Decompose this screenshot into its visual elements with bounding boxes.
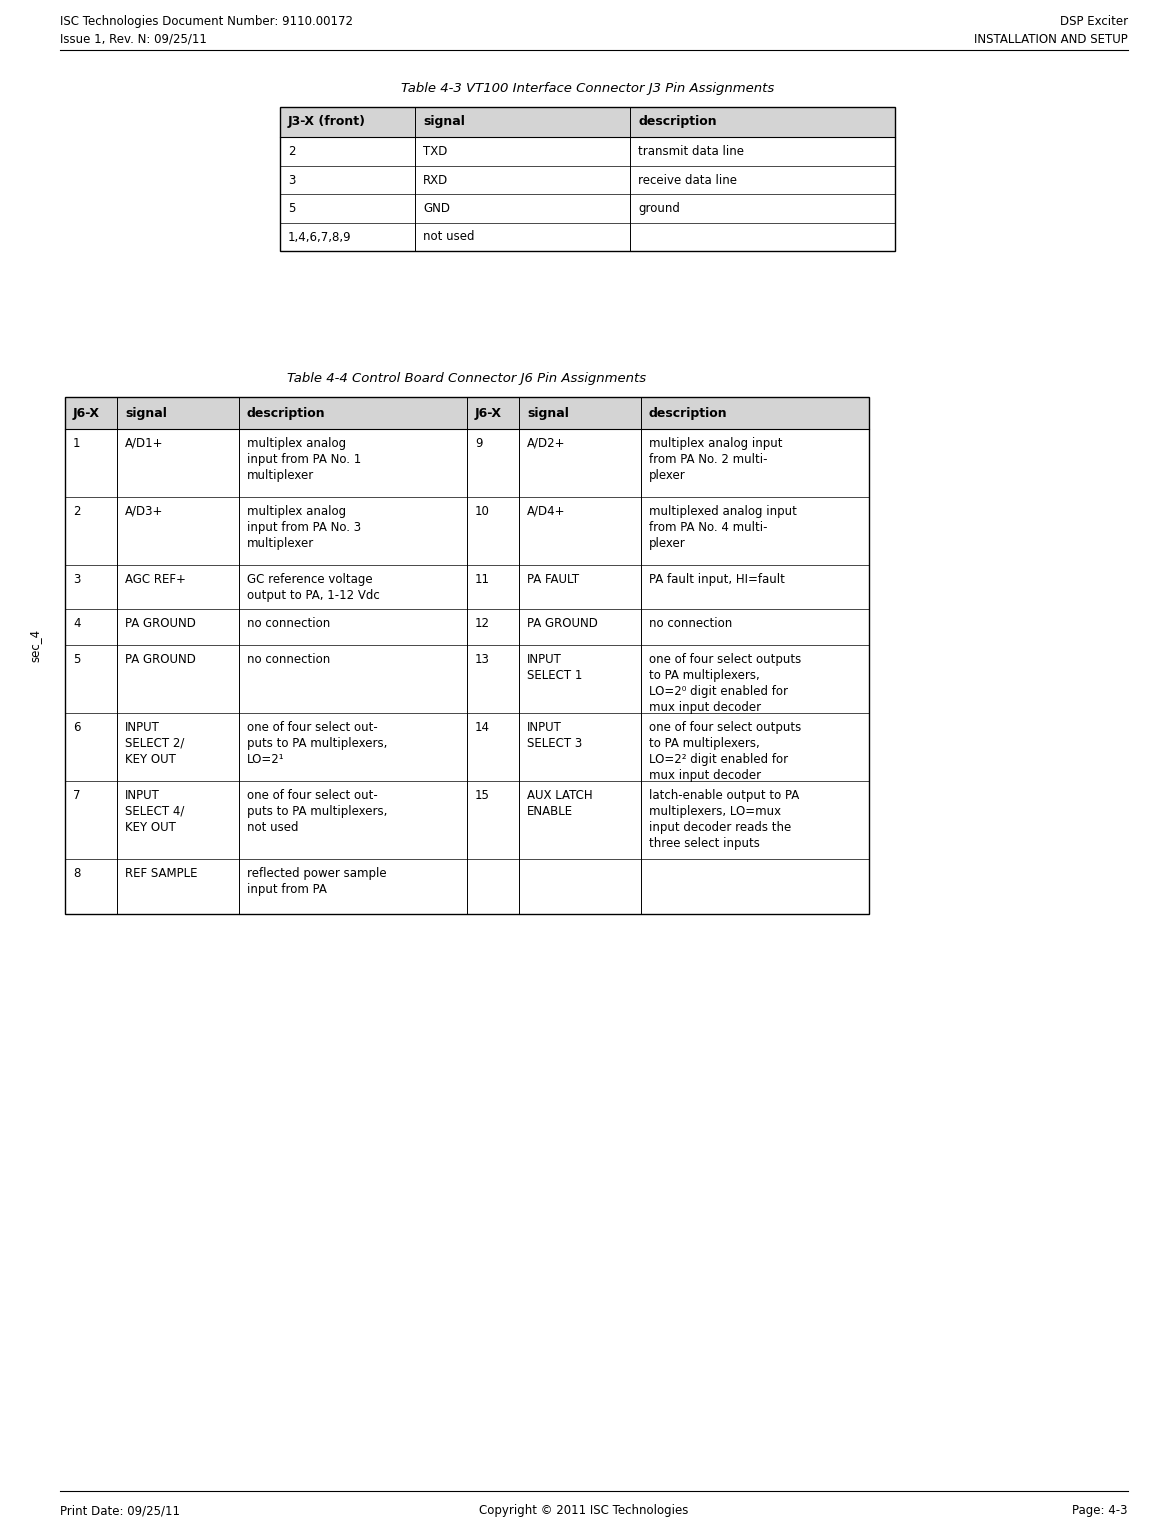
Text: signal: signal xyxy=(527,407,569,419)
Text: 4: 4 xyxy=(72,617,81,630)
Text: one of four select out-
puts to PA multiplexers,
not used: one of four select out- puts to PA multi… xyxy=(246,790,388,834)
Text: Print Date: 09/25/11: Print Date: 09/25/11 xyxy=(60,1504,180,1518)
Bar xyxy=(65,396,869,429)
Text: REF SAMPLE: REF SAMPLE xyxy=(125,866,197,880)
Bar xyxy=(280,108,895,250)
Text: J6-X: J6-X xyxy=(475,407,502,419)
Text: A/D2+: A/D2+ xyxy=(527,438,565,450)
Text: 5: 5 xyxy=(288,203,296,215)
Text: 10: 10 xyxy=(475,505,489,518)
Text: 3: 3 xyxy=(72,573,81,587)
Text: INPUT
SELECT 3: INPUT SELECT 3 xyxy=(527,720,583,750)
Text: INPUT
SELECT 1: INPUT SELECT 1 xyxy=(527,653,583,682)
Bar xyxy=(280,108,895,137)
Text: 14: 14 xyxy=(475,720,491,734)
Text: A/D4+: A/D4+ xyxy=(527,505,565,518)
Text: latch-enable output to PA
multiplexers, LO=mux
input decoder reads the
three sel: latch-enable output to PA multiplexers, … xyxy=(649,790,799,849)
Text: AGC REF+: AGC REF+ xyxy=(125,573,186,587)
Text: 2: 2 xyxy=(72,505,81,518)
Text: RXD: RXD xyxy=(423,174,449,186)
Text: no connection: no connection xyxy=(246,617,331,630)
Text: 9: 9 xyxy=(475,438,482,450)
Text: one of four select outputs
to PA multiplexers,
LO=2² digit enabled for
mux input: one of four select outputs to PA multipl… xyxy=(649,720,801,782)
Text: signal: signal xyxy=(423,115,465,129)
Text: no connection: no connection xyxy=(649,617,732,630)
Text: multiplex analog
input from PA No. 1
multiplexer: multiplex analog input from PA No. 1 mul… xyxy=(246,438,361,482)
Text: 13: 13 xyxy=(475,653,489,667)
Text: 8: 8 xyxy=(72,866,81,880)
Text: 1,4,6,7,8,9: 1,4,6,7,8,9 xyxy=(288,230,352,244)
Text: A/D1+: A/D1+ xyxy=(125,438,164,450)
Text: INPUT
SELECT 2/
KEY OUT: INPUT SELECT 2/ KEY OUT xyxy=(125,720,185,766)
Text: receive data line: receive data line xyxy=(638,174,737,186)
Text: 2: 2 xyxy=(288,144,296,158)
Text: transmit data line: transmit data line xyxy=(638,144,744,158)
Text: PA FAULT: PA FAULT xyxy=(527,573,579,587)
Text: Table 4-4 Control Board Connector J6 Pin Assignments: Table 4-4 Control Board Connector J6 Pin… xyxy=(287,372,647,386)
Text: description: description xyxy=(638,115,717,129)
Text: 15: 15 xyxy=(475,790,489,802)
Text: PA GROUND: PA GROUND xyxy=(125,617,196,630)
Text: Page: 4-3: Page: 4-3 xyxy=(1072,1504,1128,1518)
Bar xyxy=(65,396,869,914)
Text: Table 4-3 VT100 Interface Connector J3 Pin Assignments: Table 4-3 VT100 Interface Connector J3 P… xyxy=(401,81,774,95)
Text: one of four select out-
puts to PA multiplexers,
LO=2¹: one of four select out- puts to PA multi… xyxy=(246,720,388,766)
Text: J3-X (front): J3-X (front) xyxy=(288,115,366,129)
Text: Copyright © 2011 ISC Technologies: Copyright © 2011 ISC Technologies xyxy=(479,1504,689,1518)
Text: sec_4: sec_4 xyxy=(28,628,42,662)
Text: J6-X: J6-X xyxy=(72,407,100,419)
Text: INSTALLATION AND SETUP: INSTALLATION AND SETUP xyxy=(974,32,1128,46)
Text: multiplex analog
input from PA No. 3
multiplexer: multiplex analog input from PA No. 3 mul… xyxy=(246,505,361,550)
Text: ground: ground xyxy=(638,203,680,215)
Text: 6: 6 xyxy=(72,720,81,734)
Text: A/D3+: A/D3+ xyxy=(125,505,164,518)
Text: 3: 3 xyxy=(288,174,296,186)
Text: PA GROUND: PA GROUND xyxy=(125,653,196,667)
Text: 5: 5 xyxy=(72,653,81,667)
Text: AUX LATCH
ENABLE: AUX LATCH ENABLE xyxy=(527,790,592,819)
Text: DSP Exciter: DSP Exciter xyxy=(1059,15,1128,28)
Text: GND: GND xyxy=(423,203,450,215)
Text: PA fault input, HI=fault: PA fault input, HI=fault xyxy=(649,573,785,587)
Text: INPUT
SELECT 4/
KEY OUT: INPUT SELECT 4/ KEY OUT xyxy=(125,790,185,834)
Text: GC reference voltage
output to PA, 1-12 Vdc: GC reference voltage output to PA, 1-12 … xyxy=(246,573,380,602)
Text: reflected power sample
input from PA: reflected power sample input from PA xyxy=(246,866,387,895)
Text: description: description xyxy=(246,407,326,419)
Text: 12: 12 xyxy=(475,617,491,630)
Text: multiplexed analog input
from PA No. 4 multi-
plexer: multiplexed analog input from PA No. 4 m… xyxy=(649,505,797,550)
Text: 11: 11 xyxy=(475,573,491,587)
Text: no connection: no connection xyxy=(246,653,331,667)
Text: one of four select outputs
to PA multiplexers,
LO=2⁰ digit enabled for
mux input: one of four select outputs to PA multipl… xyxy=(649,653,801,714)
Text: PA GROUND: PA GROUND xyxy=(527,617,598,630)
Text: signal: signal xyxy=(125,407,167,419)
Text: 7: 7 xyxy=(72,790,81,802)
Text: not used: not used xyxy=(423,230,474,244)
Text: 1: 1 xyxy=(72,438,81,450)
Text: Issue 1, Rev. N: 09/25/11: Issue 1, Rev. N: 09/25/11 xyxy=(60,32,207,46)
Text: multiplex analog input
from PA No. 2 multi-
plexer: multiplex analog input from PA No. 2 mul… xyxy=(649,438,783,482)
Text: ISC Technologies Document Number: 9110.00172: ISC Technologies Document Number: 9110.0… xyxy=(60,15,353,28)
Text: description: description xyxy=(649,407,728,419)
Text: TXD: TXD xyxy=(423,144,447,158)
